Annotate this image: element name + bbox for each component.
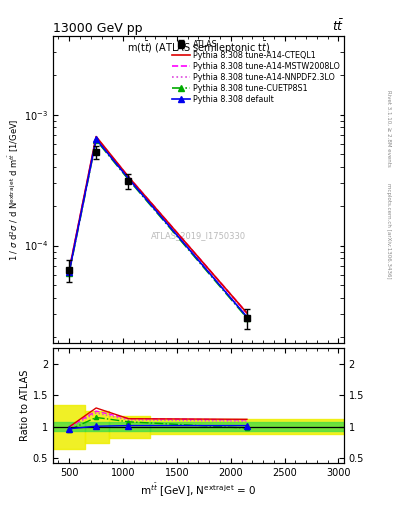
Pythia 8.308 tune-CUETP8S1 — [126, 176, 131, 182]
Pythia 8.308 tune-A14-MSTW2008LO — [126, 174, 131, 180]
Legend: ATLAS, Pythia 8.308 tune-A14-CTEQL1, Pythia 8.308 tune-A14-MSTW2008LO, Pythia 8.: ATLAS, Pythia 8.308 tune-A14-CTEQL1, Pyt… — [170, 37, 342, 106]
Line: Pythia 8.308 tune-CUETP8S1: Pythia 8.308 tune-CUETP8S1 — [66, 137, 250, 321]
Text: mcplots.cern.ch [arXiv:1306.3436]: mcplots.cern.ch [arXiv:1306.3436] — [386, 183, 391, 278]
Pythia 8.308 default — [94, 136, 99, 142]
Pythia 8.308 tune-A14-MSTW2008LO — [94, 134, 99, 140]
Y-axis label: Ratio to ATLAS: Ratio to ATLAS — [20, 370, 30, 441]
Pythia 8.308 tune-A14-NNPDF2.3LO — [67, 268, 72, 274]
Line: Pythia 8.308 tune-A14-NNPDF2.3LO: Pythia 8.308 tune-A14-NNPDF2.3LO — [69, 138, 247, 314]
Pythia 8.308 tune-A14-CTEQL1 — [244, 310, 249, 316]
Text: $t\bar{t}$: $t\bar{t}$ — [332, 19, 344, 34]
Pythia 8.308 default — [126, 176, 131, 182]
Pythia 8.308 tune-CUETP8S1 — [94, 137, 99, 143]
Pythia 8.308 tune-A14-MSTW2008LO — [244, 310, 249, 316]
Line: Pythia 8.308 tune-A14-CTEQL1: Pythia 8.308 tune-A14-CTEQL1 — [69, 137, 247, 313]
Pythia 8.308 tune-A14-CTEQL1 — [126, 174, 131, 180]
X-axis label: m$^{t\bar{t}}$ [GeV], N$^{\mathrm{extra\,jet}}$ = 0: m$^{t\bar{t}}$ [GeV], N$^{\mathrm{extra\… — [140, 482, 257, 500]
Pythia 8.308 tune-A14-CTEQL1 — [67, 267, 72, 273]
Pythia 8.308 default — [67, 269, 72, 275]
Pythia 8.308 tune-CUETP8S1 — [244, 315, 249, 321]
Pythia 8.308 tune-A14-NNPDF2.3LO — [126, 175, 131, 181]
Pythia 8.308 tune-A14-NNPDF2.3LO — [94, 135, 99, 141]
Text: m(t$\bar{t}$) (ATLAS semileptonic t$\bar{t}$): m(t$\bar{t}$) (ATLAS semileptonic t$\bar… — [127, 40, 270, 56]
Text: ATLAS_2019_I1750330: ATLAS_2019_I1750330 — [151, 231, 246, 240]
Text: 13000 GeV pp: 13000 GeV pp — [53, 22, 143, 35]
Pythia 8.308 tune-A14-CTEQL1 — [94, 134, 99, 140]
Line: Pythia 8.308 default: Pythia 8.308 default — [66, 136, 250, 321]
Text: Rivet 3.1.10, ≥ 2.8M events: Rivet 3.1.10, ≥ 2.8M events — [386, 90, 391, 166]
Pythia 8.308 default — [244, 314, 249, 320]
Pythia 8.308 tune-A14-MSTW2008LO — [67, 267, 72, 273]
Pythia 8.308 tune-A14-NNPDF2.3LO — [244, 311, 249, 317]
Y-axis label: 1 / $\sigma$ d$^2\sigma$ / d N$^{\mathrm{extra\,jet}}$ d m$^{t\bar{t}}$ [1/GeV]: 1 / $\sigma$ d$^2\sigma$ / d N$^{\mathrm… — [7, 118, 21, 261]
Line: Pythia 8.308 tune-A14-MSTW2008LO: Pythia 8.308 tune-A14-MSTW2008LO — [69, 137, 247, 313]
Pythia 8.308 tune-CUETP8S1 — [67, 270, 72, 276]
